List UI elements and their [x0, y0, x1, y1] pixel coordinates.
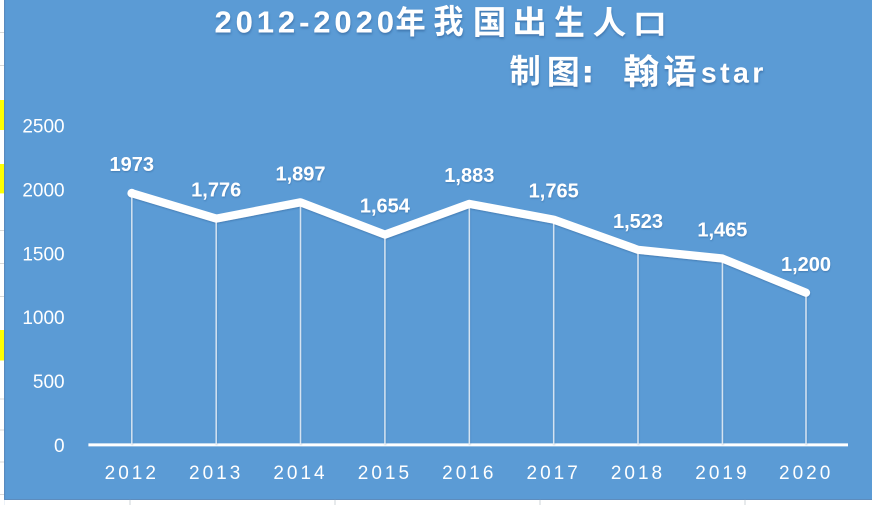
svg-text:2013: 2013: [189, 463, 243, 484]
svg-text:2016: 2016: [442, 463, 496, 484]
svg-text:2012: 2012: [105, 463, 159, 484]
svg-text:star: star: [701, 57, 767, 89]
svg-text:1000: 1000: [22, 308, 64, 329]
svg-text:2500: 2500: [22, 117, 64, 138]
svg-text:1,883: 1,883: [444, 165, 494, 187]
svg-text:2019: 2019: [695, 463, 749, 484]
svg-text:1,523: 1,523: [613, 211, 663, 233]
svg-text:1500: 1500: [22, 244, 64, 265]
svg-text:2012-2020: 2012-2020: [215, 5, 398, 40]
svg-text:1,776: 1,776: [191, 180, 241, 202]
svg-text:0: 0: [54, 436, 65, 457]
svg-text:1,654: 1,654: [360, 196, 411, 218]
svg-text:1,200: 1,200: [781, 254, 831, 276]
svg-text:2000: 2000: [22, 180, 64, 201]
svg-text:1973: 1973: [110, 154, 155, 176]
svg-text:1,897: 1,897: [275, 163, 325, 185]
svg-text:2017: 2017: [527, 463, 581, 484]
svg-text:500: 500: [33, 372, 65, 393]
svg-text:2020: 2020: [779, 463, 833, 484]
svg-text:2014: 2014: [273, 463, 327, 484]
svg-text:1,765: 1,765: [529, 181, 579, 203]
svg-text:2015: 2015: [358, 463, 412, 484]
svg-text:1,465: 1,465: [697, 220, 747, 242]
svg-text:2018: 2018: [611, 463, 665, 484]
